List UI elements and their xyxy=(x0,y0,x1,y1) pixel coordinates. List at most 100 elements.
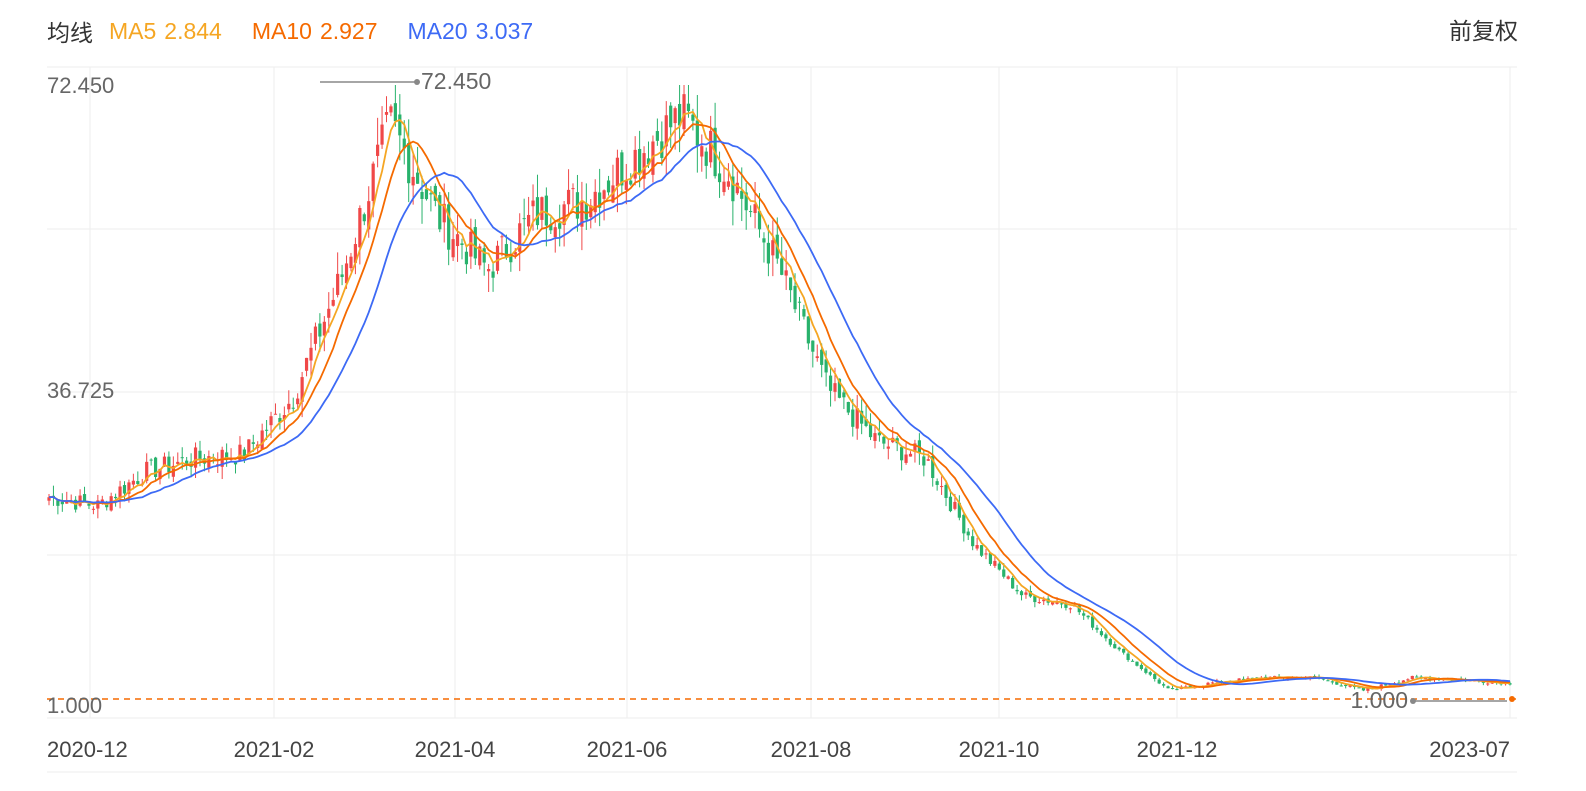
candle-body xyxy=(1481,681,1485,683)
x-tick-2021-12: 2021-12 xyxy=(1137,737,1218,762)
candle-body xyxy=(580,201,584,227)
candle-body xyxy=(91,508,96,510)
candle-body xyxy=(1357,687,1361,689)
candle-body xyxy=(1273,675,1277,677)
candle-body xyxy=(566,189,571,205)
candle-body xyxy=(371,163,375,201)
candle-body xyxy=(1011,577,1015,589)
candle-body xyxy=(606,180,611,193)
candle-body xyxy=(562,204,566,225)
candle-body xyxy=(762,238,766,243)
candle-body xyxy=(944,484,948,498)
x-tick-2023-07: 2023-07 xyxy=(1429,737,1510,762)
candle-body xyxy=(837,378,842,398)
candle-body xyxy=(162,456,167,467)
candle-body xyxy=(1104,634,1108,639)
candle-body xyxy=(624,180,628,190)
candle-body xyxy=(549,224,553,231)
candle-body xyxy=(660,141,664,158)
candle-body xyxy=(908,453,913,457)
candle-body xyxy=(340,274,344,278)
candle-body xyxy=(1113,644,1117,649)
candle-body xyxy=(544,195,548,226)
candle-body xyxy=(429,193,433,195)
candle-body xyxy=(1002,569,1006,577)
candle-body xyxy=(509,255,513,263)
candle-body xyxy=(1401,680,1406,683)
ma-lines xyxy=(48,110,1511,690)
candle-body xyxy=(975,545,979,549)
candle-body xyxy=(318,323,322,337)
candle-body xyxy=(571,188,575,190)
candle-body xyxy=(1326,680,1330,682)
candle-body xyxy=(1042,599,1046,602)
max-annotation: 72.450 xyxy=(421,68,491,94)
candle-body xyxy=(780,258,784,275)
min-annotation: 1.000 xyxy=(1350,687,1408,713)
x-tick-2021-04: 2021-04 xyxy=(415,737,496,762)
candle-body xyxy=(820,349,824,365)
candle-body xyxy=(1157,679,1161,684)
candle-body xyxy=(438,195,442,230)
candle-body xyxy=(833,383,837,392)
candle-body xyxy=(704,151,708,166)
legend-ma5-value: 2.844 xyxy=(164,17,222,44)
candle-body xyxy=(629,180,633,185)
candle-body xyxy=(384,112,389,115)
candle-body xyxy=(766,242,770,264)
candle-body xyxy=(1206,682,1210,686)
ma-line-ma20 xyxy=(48,140,1511,686)
candle-body xyxy=(407,143,411,184)
candle-body xyxy=(1339,685,1343,687)
candle-body xyxy=(615,157,620,187)
candle-body xyxy=(455,234,460,247)
candle-body xyxy=(1024,592,1028,595)
candle-body xyxy=(526,214,531,227)
candle-body xyxy=(1077,605,1081,613)
candle-body xyxy=(1095,627,1099,630)
candle-body xyxy=(722,181,726,193)
price-adjust-toggle[interactable]: 前复权 xyxy=(1449,18,1518,44)
candle-body xyxy=(1486,683,1490,685)
candle-body xyxy=(487,269,491,272)
candle-body xyxy=(513,251,517,255)
candle-body xyxy=(353,244,358,263)
candle-body xyxy=(686,103,691,112)
candle-body xyxy=(593,191,597,213)
legend-ma20-label: MA20 xyxy=(407,17,468,44)
x-tick-2021-06: 2021-06 xyxy=(587,737,668,762)
candle-body xyxy=(638,148,642,173)
candle-body xyxy=(504,244,508,258)
candle-body xyxy=(291,407,295,409)
candle-body xyxy=(1170,688,1175,690)
candle-body xyxy=(997,563,1001,570)
candle-body xyxy=(158,468,162,480)
candle-body xyxy=(287,403,291,410)
max-annotation-dot xyxy=(414,79,420,85)
candle-body xyxy=(558,223,562,229)
reference-line-end-dot xyxy=(1509,696,1515,702)
candle-body xyxy=(1406,679,1410,681)
candle-body xyxy=(145,461,149,481)
candle-body xyxy=(797,301,802,303)
candle-body xyxy=(873,433,877,442)
candle-body xyxy=(322,321,326,336)
candle-body xyxy=(367,201,371,230)
candle-body xyxy=(362,214,366,222)
candle-body xyxy=(691,114,695,121)
candle-body xyxy=(642,153,646,179)
candle-body xyxy=(957,502,961,518)
candle-body xyxy=(451,239,455,258)
candle-body xyxy=(82,494,87,502)
candle-body xyxy=(464,251,469,265)
candle-body xyxy=(842,392,846,398)
candle-body xyxy=(424,189,429,200)
candle-body xyxy=(1006,576,1010,579)
candle-body xyxy=(269,416,273,426)
candle-body xyxy=(1068,608,1072,610)
candle-body xyxy=(1144,668,1148,673)
candle-body xyxy=(1344,684,1348,687)
candle-body xyxy=(247,439,251,455)
candle-body xyxy=(535,197,540,226)
candle-body xyxy=(1361,687,1366,691)
